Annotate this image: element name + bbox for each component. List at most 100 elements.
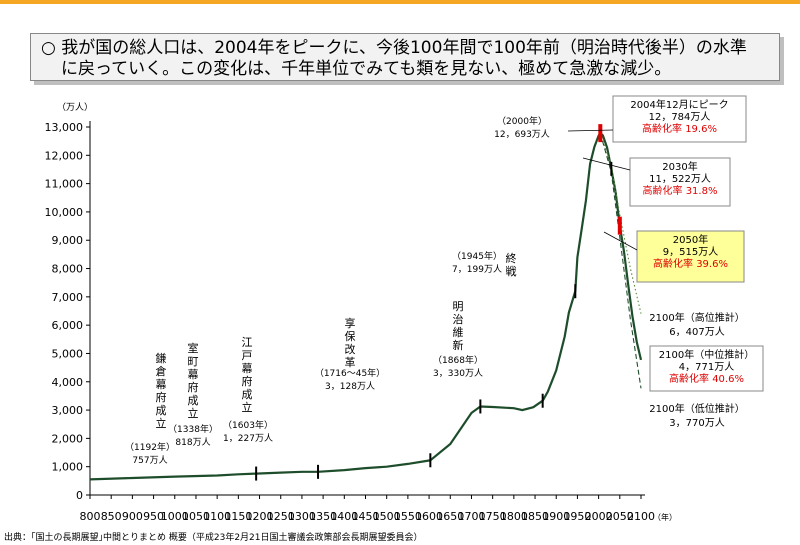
x-tick-label: 1050 xyxy=(182,510,210,523)
kyoho-label: 保 xyxy=(345,329,356,343)
x-tick-label: 1700 xyxy=(457,510,485,523)
chart-annotations: 鎌倉幕府成立（1192年）757万人室町幕府成立（1338年）818万人江戸幕府… xyxy=(125,95,764,466)
chart-axes: 0 1,000 2,000 3,000 4,000 5,000 6,000 7,000 8,00… xyxy=(45,102,678,523)
muromachi-label: 町 xyxy=(188,355,199,368)
kamakura-year: （1192年） xyxy=(125,441,175,453)
y-tick-label: 13,000 xyxy=(45,121,84,134)
x-tick-label: 1850 xyxy=(521,510,549,523)
edo-label: 江 xyxy=(242,336,253,349)
x-tick-label: 850 xyxy=(101,510,122,523)
y2030-line1: 2030年 xyxy=(662,160,697,173)
x-tick-label: 1250 xyxy=(267,510,295,523)
low-line2: 3，770万人 xyxy=(669,417,724,429)
series-line-1 xyxy=(599,132,642,314)
kamakura-label: 府 xyxy=(156,390,167,404)
y2050-line1: 2050年 xyxy=(673,233,708,246)
x-tick-label: 2000 xyxy=(585,510,613,523)
y-tick-label: 10,000 xyxy=(45,206,84,219)
x-tick-label: 1900 xyxy=(542,510,570,523)
headline-box: ○ 我が国の総人口は、2004年をピークに、今後100年間で100年前（明治時代… xyxy=(30,33,780,81)
y2030-leader xyxy=(582,157,631,171)
high-line1: 2100年（高位推計） xyxy=(649,311,744,324)
kamakura-label: 鎌 xyxy=(156,351,167,365)
muromachi-label: 府 xyxy=(188,380,199,394)
kamakura-label: 立 xyxy=(156,416,167,430)
edo-year: （1603年） xyxy=(223,419,273,431)
x-tick-label: 1400 xyxy=(330,510,358,523)
y2000-year: （2000年） xyxy=(497,115,547,127)
kamakura-value: 757万人 xyxy=(132,455,167,466)
x-tick-label: 1950 xyxy=(563,510,591,523)
kyoho-label: 享 xyxy=(345,316,356,330)
y-tick-label: 1,000 xyxy=(52,461,84,474)
y2050-line3: 高齢化率 39.6% xyxy=(653,257,728,270)
x-tick-label: 1500 xyxy=(373,510,401,523)
x-tick-label: 1150 xyxy=(224,510,252,523)
war-end-label: 終 xyxy=(506,251,517,265)
y2000-value: 12，693万人 xyxy=(494,129,550,140)
x-tick-label: 800 xyxy=(80,510,101,523)
kamakura-label: 成 xyxy=(156,404,167,417)
peak-line1: 2004年12月にピーク xyxy=(630,98,728,111)
source-note: 出典：｢国土の長期展望｣中間とりまとめ 概要（平成23年2月21日国土審議会政策… xyxy=(4,533,423,543)
muromachi-value: 818万人 xyxy=(175,437,210,448)
y-tick-label: 7,000 xyxy=(52,291,84,304)
mid-line1: 2100年（中位推計） xyxy=(659,348,754,361)
y-tick-label: 6,000 xyxy=(52,319,84,332)
y-tick-label: 0 xyxy=(76,489,83,502)
meiji-label: 明 xyxy=(453,300,464,313)
y2030-line3: 高齢化率 31.8% xyxy=(643,184,718,197)
x-tick-label: 950 xyxy=(143,510,164,523)
x-tick-label: 1000 xyxy=(161,510,189,523)
y2050-line2: 9，515万人 xyxy=(663,246,718,258)
meiji-year: （1868年） xyxy=(433,354,483,366)
war-end-label: 戦 xyxy=(506,265,517,278)
muromachi-label: 立 xyxy=(188,406,199,420)
peak-line2: 12，784万人 xyxy=(649,111,711,123)
x-tick-label: 1600 xyxy=(415,510,443,523)
meiji-value: 3，330万人 xyxy=(433,368,483,379)
low-line1: 2100年（低位推計） xyxy=(649,402,744,415)
x-tick-label: 2100 xyxy=(627,510,655,523)
y-tick-label: 3,000 xyxy=(52,404,84,417)
y-tick-label: 5,000 xyxy=(52,347,84,360)
war-end-value: 7，199万人 xyxy=(452,264,502,275)
y2030-line2: 11，522万人 xyxy=(649,173,711,185)
peak-line3: 高齢化率 19.6% xyxy=(642,122,717,135)
x-axis-title: （年） xyxy=(653,512,677,522)
y2030-box xyxy=(629,157,731,207)
x-tick-label: 2050 xyxy=(606,510,634,523)
x-tick-label: 1450 xyxy=(352,510,380,523)
edo-label: 立 xyxy=(242,400,253,414)
peak-leader xyxy=(567,129,614,132)
x-tick-label: 1550 xyxy=(394,510,422,523)
x-tick-label: 1300 xyxy=(288,510,316,523)
headline-line-2: に戻っていく。この変化は、千年単位でみても類を見ない、極めて急激な減少。 xyxy=(61,59,672,79)
edo-label: 成 xyxy=(242,388,253,401)
kyoho-label: 改 xyxy=(345,342,356,356)
kyoho-year: （1716～45年） xyxy=(315,367,385,379)
meiji-label: 新 xyxy=(453,338,464,352)
muromachi-label: 幕 xyxy=(188,367,199,381)
edo-label: 幕 xyxy=(242,361,253,375)
y2050-leader xyxy=(603,231,638,251)
muromachi-label: 室 xyxy=(188,341,199,355)
x-tick-label: 1350 xyxy=(309,510,337,523)
y-tick-label: 4,000 xyxy=(52,376,84,389)
muromachi-label: 成 xyxy=(188,394,199,407)
y-tick-label: 9,000 xyxy=(52,234,84,247)
y-axis-title: （万人） xyxy=(57,102,93,113)
y-tick-label: 11,000 xyxy=(45,178,84,191)
x-tick-label: 1750 xyxy=(479,510,507,523)
mid-line2: 4，771万人 xyxy=(679,361,734,373)
muromachi-year: （1338年） xyxy=(168,423,218,435)
kamakura-label: 幕 xyxy=(156,377,167,391)
war-end-year: （1945年） xyxy=(452,250,502,262)
high-line2: 6，407万人 xyxy=(669,326,724,338)
x-tick-label: 1800 xyxy=(500,510,528,523)
x-tick-label: 1100 xyxy=(203,510,231,523)
meiji-label: 治 xyxy=(453,312,464,326)
y-tick-label: 2,000 xyxy=(52,432,84,445)
y-tick-label: 12,000 xyxy=(45,149,84,162)
